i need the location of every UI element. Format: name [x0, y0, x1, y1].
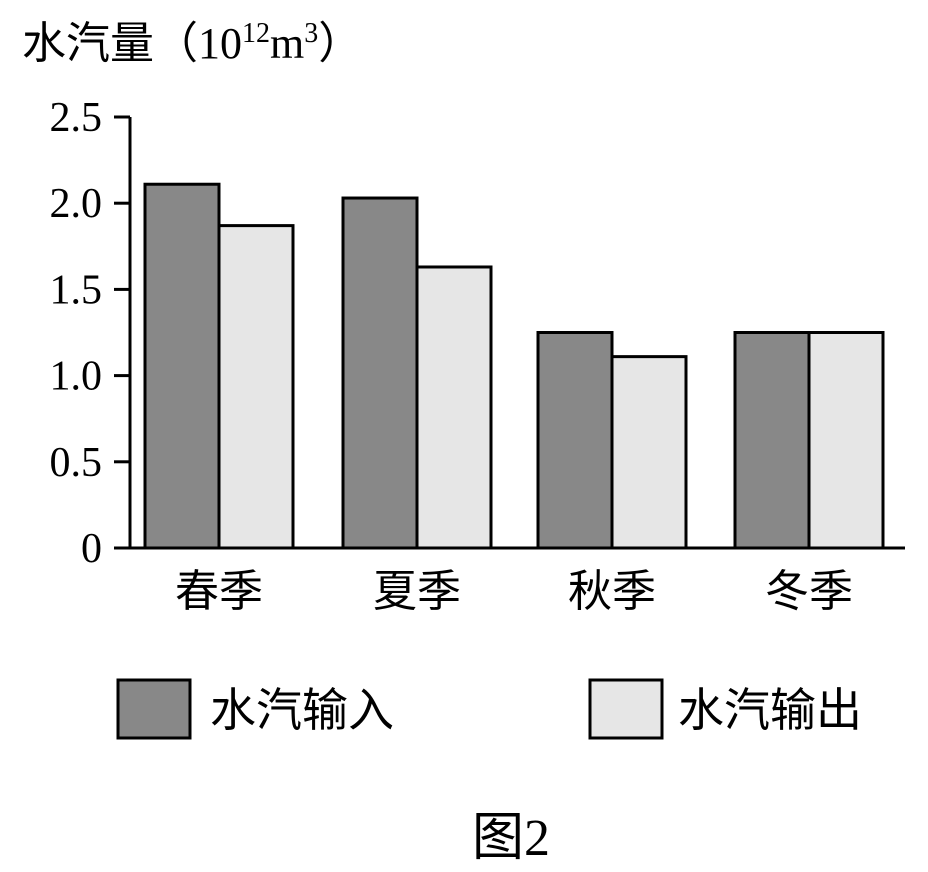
bar-output-1 [217, 224, 295, 550]
x-category-label: 秋季 [568, 567, 656, 616]
y-tick-label: 2.5 [50, 95, 103, 141]
bar-output-2 [415, 265, 493, 550]
y-axis-label-main: 水汽量（10 [22, 19, 242, 68]
x-axis: 春季 夏季 秋季 冬季 [114, 546, 905, 616]
y-axis-label: 水汽量（1012m3） [22, 18, 362, 68]
bars-group [143, 182, 885, 550]
y-axis-label-unit: m [270, 19, 304, 68]
y-axis: 0 0.5 1.0 1.5 2.0 2.5 [50, 95, 132, 572]
figure-caption: 图2 [472, 810, 550, 867]
legend-label-input: 水汽输入 [210, 685, 394, 736]
y-tick-label: 0.5 [50, 440, 103, 486]
legend: 水汽输入 水汽输出 [116, 678, 862, 740]
legend-swatch-output [588, 678, 664, 740]
bar-output-3 [610, 355, 688, 550]
legend-label-output: 水汽输出 [678, 685, 862, 736]
y-axis-label-exponent-2: 3 [304, 18, 318, 49]
y-tick-label: 1.5 [50, 267, 103, 313]
y-tick-label: 1.0 [50, 354, 103, 400]
y-axis-label-exponent-1: 12 [242, 18, 270, 49]
legend-swatch-input [116, 678, 192, 740]
bar-input-4 [733, 331, 811, 550]
x-category-label: 春季 [175, 567, 263, 616]
y-tick-label: 2.0 [50, 181, 103, 227]
bar-output-4 [807, 331, 885, 550]
bar-input-2 [341, 196, 419, 550]
bar-input-3 [536, 331, 614, 550]
x-category-label: 夏季 [373, 567, 461, 616]
x-category-label: 冬季 [765, 567, 853, 616]
y-axis-label-close: ） [318, 19, 362, 68]
y-tick-label: 0 [81, 526, 102, 572]
bar-input-1 [143, 182, 221, 550]
